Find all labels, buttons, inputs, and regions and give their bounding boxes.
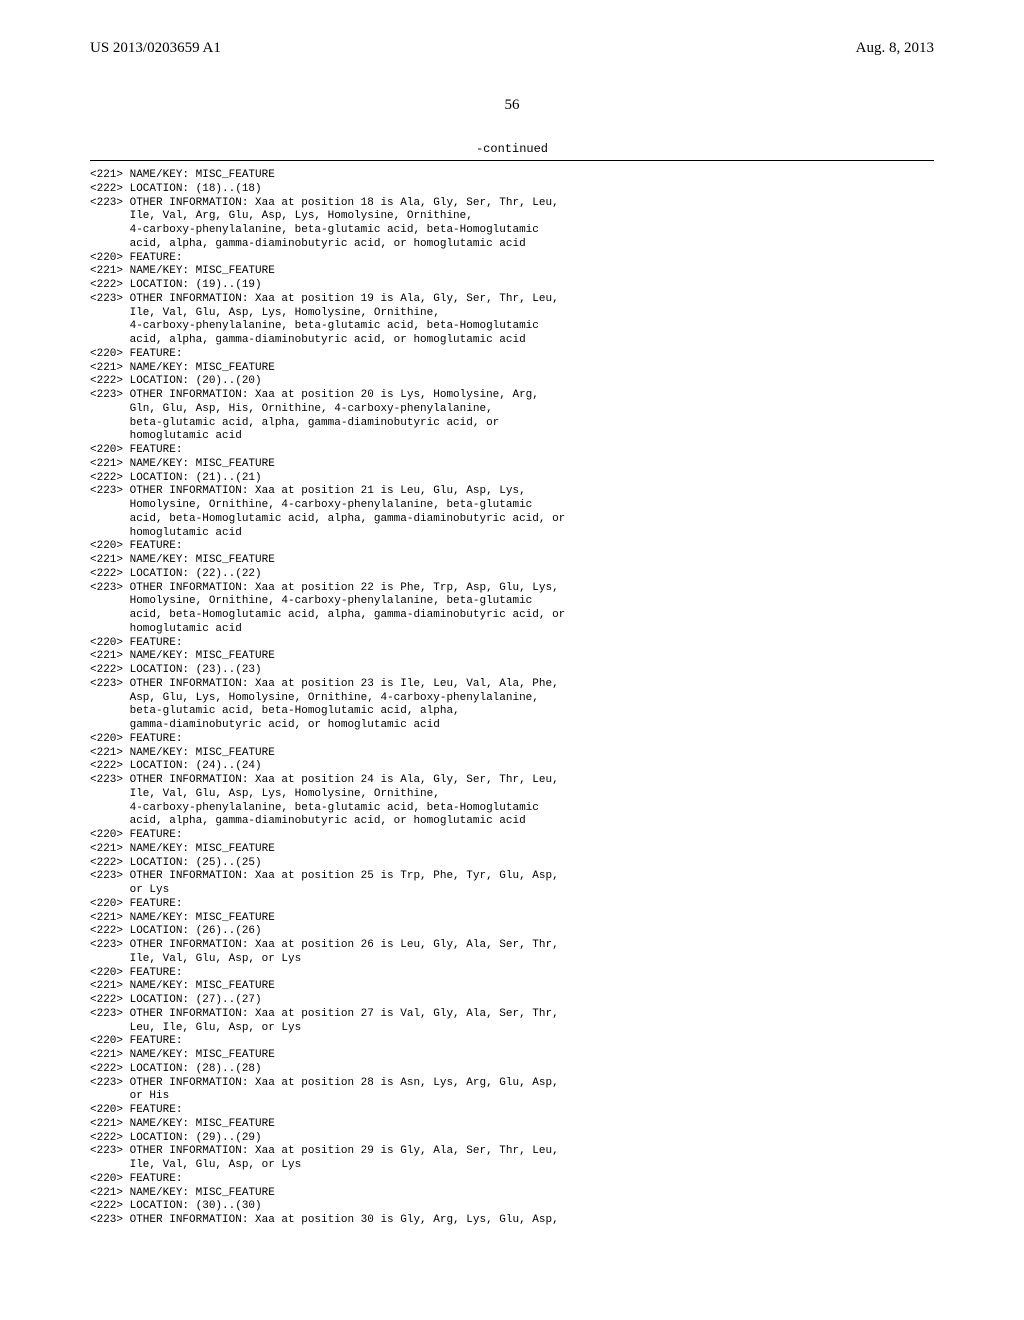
header-right: Aug. 8, 2013 bbox=[856, 40, 934, 57]
page-container: US 2013/0203659 A1 Aug. 8, 2013 56 -cont… bbox=[0, 0, 1024, 1268]
sequence-listing: <221> NAME/KEY: MISC_FEATURE <222> LOCAT… bbox=[90, 169, 934, 1228]
header-left: US 2013/0203659 A1 bbox=[90, 40, 221, 57]
divider bbox=[90, 160, 934, 161]
page-header: US 2013/0203659 A1 Aug. 8, 2013 bbox=[90, 40, 934, 57]
page-number: 56 bbox=[90, 97, 934, 114]
continued-label: -continued bbox=[90, 142, 934, 156]
